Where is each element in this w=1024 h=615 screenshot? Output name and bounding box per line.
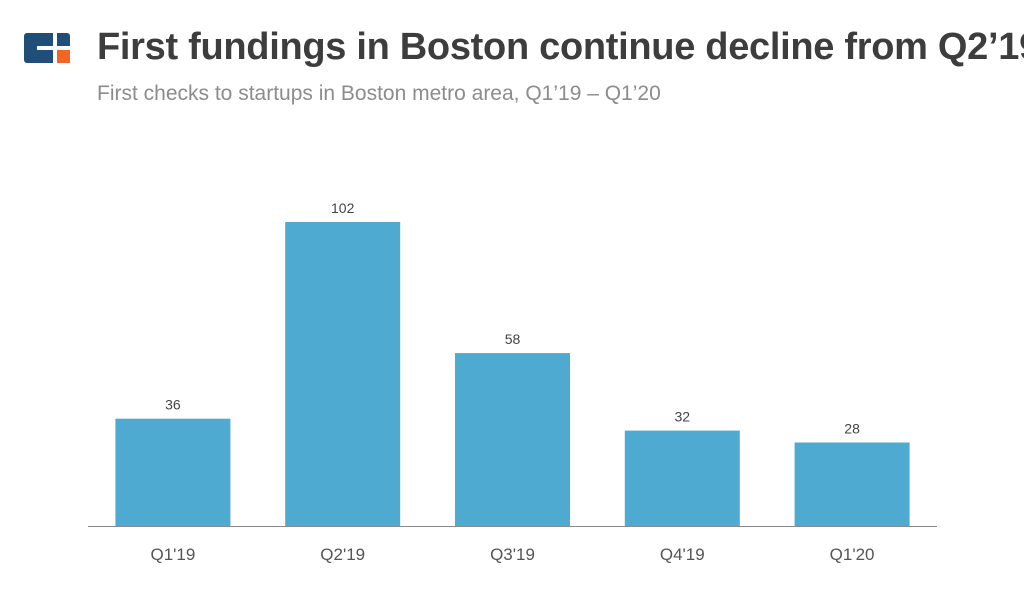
data-label-4: 28: [844, 421, 860, 437]
bar-4: [794, 442, 910, 526]
company-logo: [24, 33, 70, 63]
bar-3: [624, 430, 740, 526]
chart-subtitle: First checks to startups in Boston metro…: [97, 82, 661, 105]
data-label-0: 36: [165, 397, 181, 413]
x-tick-label-4: Q1'20: [830, 545, 875, 564]
x-tick-label-2: Q3'19: [490, 545, 535, 564]
chart-title: First fundings in Boston continue declin…: [97, 26, 1024, 68]
x-tick-label-3: Q4'19: [660, 545, 705, 564]
x-tick-label-1: Q2'19: [320, 545, 365, 564]
bar-2: [455, 353, 570, 526]
x-tick-label-0: Q1'19: [150, 545, 195, 564]
bar-0: [115, 418, 231, 526]
data-label-1: 102: [331, 200, 355, 216]
data-label-2: 58: [505, 331, 521, 347]
bar-1: [285, 222, 401, 526]
data-label-3: 32: [675, 409, 691, 425]
